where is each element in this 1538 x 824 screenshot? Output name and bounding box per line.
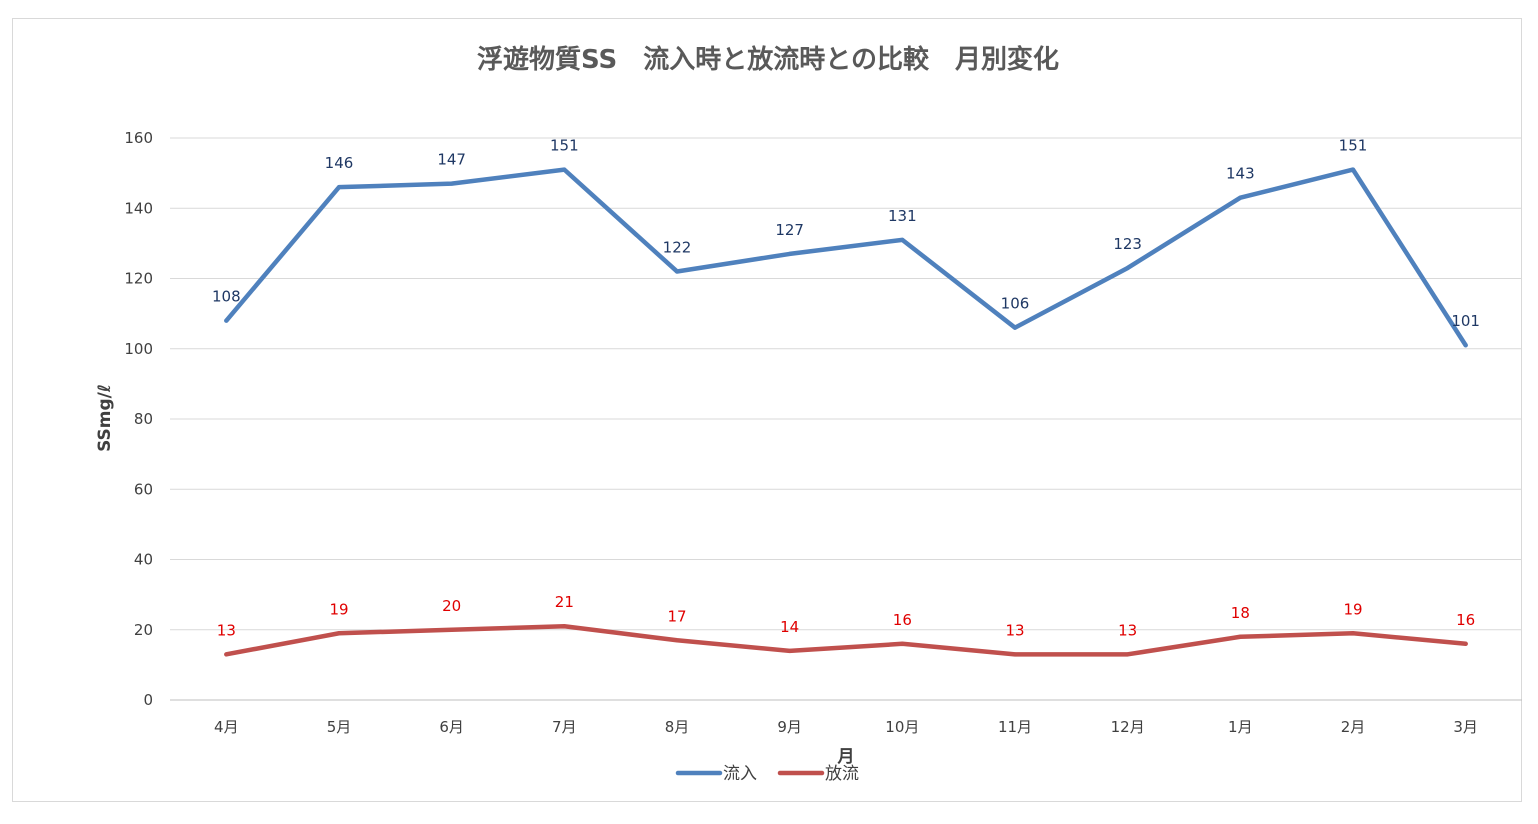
x-tick-label: 4月 (214, 718, 239, 736)
data-point (1463, 343, 1468, 348)
chart-frame (12, 18, 1522, 802)
data-point (675, 269, 679, 274)
x-tick-label: 7月 (552, 718, 577, 736)
data-label: 14 (780, 618, 799, 636)
x-tick-label: 6月 (439, 718, 464, 736)
data-point (562, 624, 567, 629)
data-point (675, 638, 679, 643)
data-label: 146 (325, 154, 354, 172)
gridlines (170, 137, 1522, 701)
data-point (1351, 167, 1355, 172)
data-point (787, 251, 792, 256)
series-lines (224, 167, 1468, 657)
data-label: 122 (663, 238, 692, 256)
data-point (900, 237, 905, 242)
x-axis-label: 月 (837, 747, 855, 767)
data-label: 16 (893, 611, 912, 629)
data-label: 106 (1001, 295, 1030, 313)
data-label: 17 (667, 607, 686, 625)
data-point (787, 648, 792, 653)
x-tick-label: 5月 (327, 718, 352, 736)
data-label: 19 (329, 600, 348, 618)
data-point (224, 318, 229, 323)
series-line-1 (224, 167, 1468, 348)
data-labels: 108 146 147 151 122 127 131 106 123 143 151 101 13 19… (212, 137, 1480, 640)
x-tick-label: 1月 (1228, 718, 1253, 736)
x-tick-label: 11月 (998, 718, 1032, 736)
data-label: 123 (1113, 235, 1142, 253)
data-point (1238, 634, 1243, 639)
data-label: 131 (888, 207, 917, 225)
legend-label: 放流 (825, 764, 859, 784)
x-tick-label: 2月 (1341, 718, 1366, 736)
x-tick-label: 12月 (1111, 718, 1145, 736)
data-label: 18 (1231, 604, 1250, 622)
data-label: 13 (1118, 621, 1137, 639)
y-tick-label: 40 (134, 551, 153, 569)
x-tick-label: 3月 (1453, 718, 1478, 736)
data-label: 20 (442, 597, 461, 615)
data-point (1351, 631, 1355, 636)
data-label: 19 (1343, 600, 1362, 618)
data-point (1125, 265, 1130, 270)
data-label: 127 (775, 221, 804, 239)
x-tick-label: 10月 (885, 718, 919, 736)
data-label: 151 (1339, 137, 1368, 155)
data-label: 143 (1226, 165, 1255, 183)
data-point (337, 631, 341, 636)
data-label: 151 (550, 137, 579, 155)
data-label: 101 (1451, 312, 1480, 330)
y-tick-label: 100 (124, 340, 153, 358)
data-label: 13 (217, 621, 236, 639)
data-label: 13 (1005, 621, 1024, 639)
data-label: 21 (555, 593, 574, 611)
data-point (449, 181, 454, 186)
data-point (562, 167, 567, 172)
y-tick-label: 0 (143, 691, 153, 709)
data-point (337, 185, 341, 190)
data-label: 16 (1456, 611, 1475, 629)
x-tick-label: 8月 (665, 718, 690, 736)
data-point (1463, 641, 1468, 646)
y-tick-label: 120 (124, 270, 153, 288)
x-tick-label: 9月 (777, 718, 802, 736)
legend-label: 流入 (723, 764, 757, 784)
data-point (224, 652, 229, 657)
data-point (1238, 195, 1243, 200)
y-axis-ticks: 0 20 40 60 80 100 120 140 160 (124, 129, 153, 709)
data-point (1125, 652, 1130, 657)
data-point (449, 627, 454, 632)
x-axis-ticks: 4月 5月 6月 7月 8月 9月 10月 11月 12月 1月 2月 3月 (214, 718, 1478, 736)
y-tick-label: 140 (124, 199, 153, 217)
y-tick-label: 20 (134, 621, 153, 639)
data-label: 108 (212, 288, 241, 306)
y-tick-label: 60 (134, 480, 153, 498)
data-label: 147 (437, 151, 466, 169)
legend: 流入 放流 (675, 764, 859, 784)
chart-title: 浮遊物質SS 流入時と放流時との比較 月別変化 (477, 44, 1059, 75)
y-tick-label: 160 (124, 129, 153, 147)
y-tick-label: 80 (134, 410, 153, 428)
data-point (1013, 652, 1017, 657)
data-point (900, 641, 905, 646)
y-axis-label: SSmg/ℓ (95, 384, 115, 452)
series-line-2 (224, 623, 1468, 657)
data-point (1013, 325, 1017, 330)
